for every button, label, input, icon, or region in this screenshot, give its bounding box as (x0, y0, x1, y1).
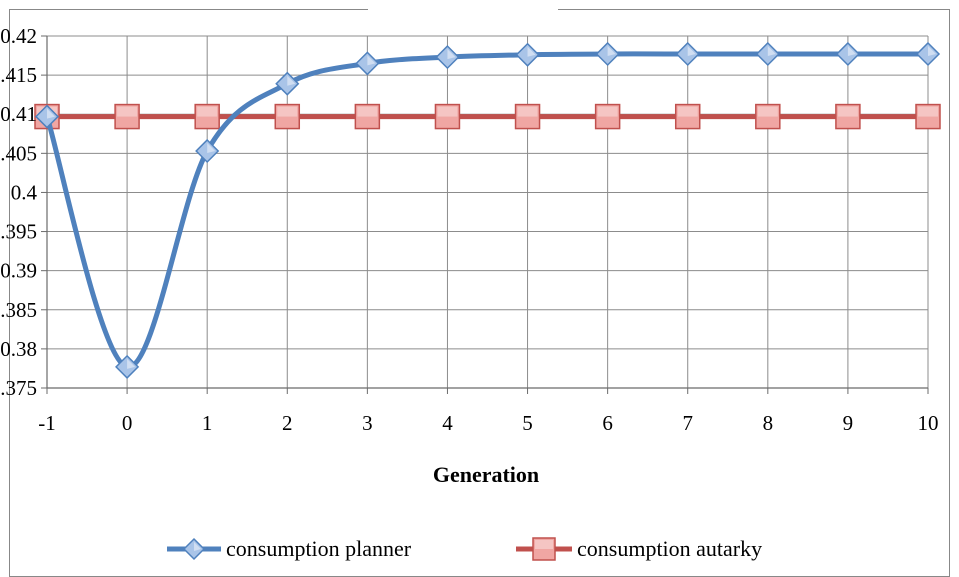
data-point-marker (355, 51, 380, 76)
legend-label: consumption planner (226, 536, 412, 561)
y-tick-labels: 0.375 0.38 0.385 0.39 0.395 0.4 0.405 0.41 0.415… (0, 24, 38, 400)
y-tick-label: 0.385 (0, 298, 37, 322)
grid (46, 35, 929, 389)
data-point-marker (354, 103, 381, 130)
data-point-marker (755, 41, 780, 67)
x-tick-label: 2 (282, 411, 293, 435)
x-tick-label: 8 (763, 411, 774, 435)
y-tick-label: 0.41 (0, 102, 37, 126)
y-tick-label: 0.405 (0, 141, 37, 165)
x-tick-label: -1 (38, 411, 56, 435)
x-tick-label: 6 (602, 411, 613, 435)
data-point-marker (275, 71, 300, 96)
legend-marker (532, 537, 556, 561)
data-point-marker (915, 103, 941, 130)
data-point-marker (915, 41, 941, 67)
y-tick-label: 0.4 (11, 180, 38, 204)
data-point-marker (755, 103, 781, 130)
data-point-marker (435, 45, 460, 70)
chart-title-fragment (368, 0, 558, 10)
data-point-marker (274, 103, 301, 130)
x-tick-label: 5 (522, 411, 533, 435)
data-point-marker (594, 103, 621, 130)
data-point-marker (674, 103, 701, 130)
x-tick-label: 10 (918, 411, 939, 435)
chart-border (9, 9, 950, 577)
x-tick-labels: -1 0 1 2 3 4 5 6 7 8 9 10 (38, 411, 938, 435)
data-point-marker (434, 103, 461, 130)
series-layer (34, 41, 941, 379)
y-tick-label: 0.38 (0, 337, 37, 361)
data-point-marker (195, 138, 220, 164)
data-point-marker (675, 41, 700, 67)
legend: consumption planner consumption autarky (167, 536, 762, 561)
y-tick-label: 0.415 (0, 63, 37, 87)
y-tick-label: 0.395 (0, 220, 37, 244)
x-tick-label: 0 (122, 411, 133, 435)
y-tick-label: 0.42 (0, 24, 37, 48)
x-tick-label: 4 (442, 411, 453, 435)
x-axis-title: Generation (433, 462, 539, 487)
data-point-marker (115, 354, 140, 379)
x-tick-label: 9 (843, 411, 854, 435)
series-consumption-planner (34, 41, 941, 379)
legend-entry: consumption autarky (516, 536, 762, 561)
axes (41, 35, 929, 394)
data-point-marker (194, 103, 220, 130)
data-point-marker (34, 104, 60, 129)
legend-marker (182, 537, 206, 561)
x-tick-label: 7 (682, 411, 693, 435)
y-tick-label: 0.39 (0, 259, 37, 283)
data-point-marker (515, 42, 540, 67)
data-point-marker (595, 41, 620, 67)
y-tick-label: 0.375 (0, 376, 37, 400)
legend-label: consumption autarky (577, 536, 762, 561)
data-point-marker (835, 41, 860, 67)
x-tick-label: 3 (362, 411, 373, 435)
data-point-marker (514, 103, 541, 130)
data-point-marker (835, 103, 861, 130)
data-point-marker (114, 103, 140, 130)
series-consumption-autarky (34, 103, 941, 130)
x-tick-label: 1 (202, 411, 213, 435)
legend-entry: consumption planner (167, 536, 412, 561)
